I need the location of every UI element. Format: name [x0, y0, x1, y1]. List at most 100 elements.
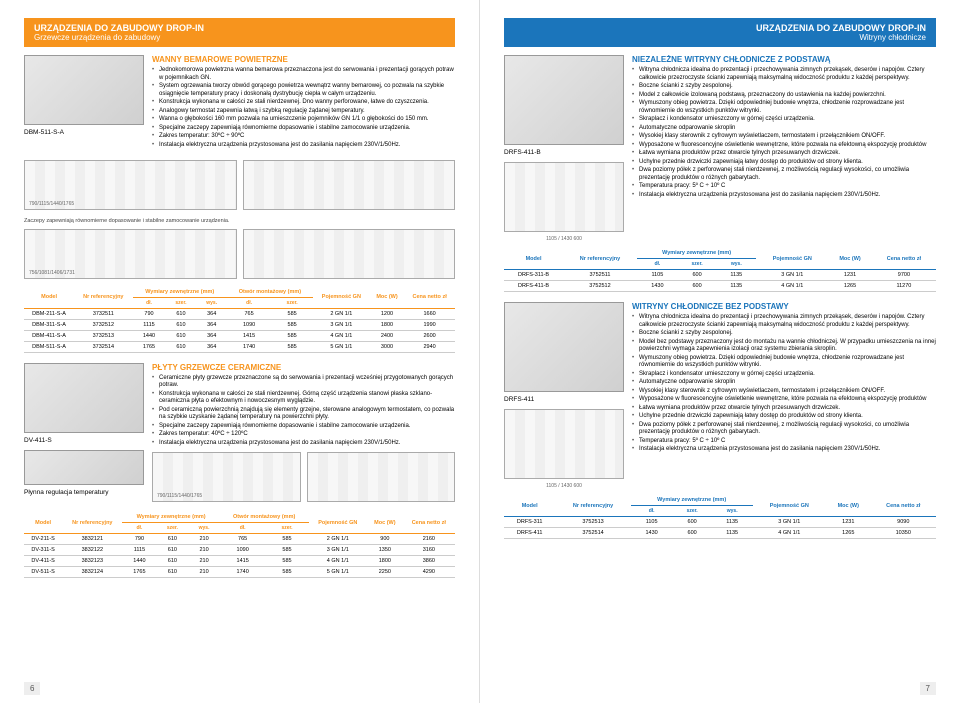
page-number: 6	[24, 682, 40, 695]
bullet-item: Instalacja elektryczna urządzenia przyst…	[632, 446, 936, 454]
diagram-row-2	[24, 225, 455, 283]
diagram-note: Zaczepy zapewniają równomierne dopasowan…	[24, 218, 455, 225]
product-image-dv	[24, 363, 144, 433]
bullet-item: Pod ceramiczną powierzchnią znajdują się…	[152, 407, 455, 422]
product-image-drfs-b	[504, 55, 624, 145]
diagram-top	[24, 160, 237, 210]
bullet-list: Jednokomorowa powietrzna wanna bemarowa …	[152, 67, 455, 149]
bullet-item: Wysokiej klasy sterownik z cyfrowym wyśw…	[632, 133, 936, 141]
bullet-item: Model bez podstawy przeznaczony jest do …	[632, 339, 936, 354]
product-image-dbm	[24, 55, 144, 125]
bullet-item: Skraplacz i kondensator umieszczony w gó…	[632, 116, 936, 124]
bullet-item: Konstrukcja wykonana w całości ze stali …	[152, 391, 455, 406]
product-label: DBM-511-S-A	[24, 129, 144, 136]
diagram-drfs	[504, 409, 624, 479]
table-dbm: ModelNr referencyjnyWymiary zewnętrzne (…	[24, 287, 455, 353]
section-title: WITRYNY CHŁODNICZE BEZ PODSTAWY	[632, 302, 936, 311]
bullet-item: Boczne ścianki z szyby zespolonej.	[632, 330, 936, 338]
table-row: DV-511-S3832124176561021017405855 GN 1/1…	[24, 567, 455, 578]
table-row: DRFS-311-B3752511110560011353 GN 1/11231…	[504, 270, 936, 281]
image-column: DRFS-411-B 1105 / 1430 600	[504, 55, 624, 242]
image-column: DRFS-411 1105 / 1430 600	[504, 302, 624, 489]
bullet-list: Witryna chłodnicza idealna do prezentacj…	[632, 314, 936, 454]
product-image-drfs	[504, 302, 624, 392]
bullet-item: Łatwa wymiana produktów przez otwarcie t…	[632, 150, 936, 158]
table-row: DBM-311-S-A3732512111561036410905853 GN …	[24, 319, 455, 330]
table-row: DBM-211-S-A37325117906103647655852 GN 1/…	[24, 308, 455, 319]
bullet-item: Analogowy termostat zapewnia łatwą i szy…	[152, 108, 455, 116]
table-row: DV-211-S38321217906102107655852 GN 1/190…	[24, 534, 455, 545]
bullet-item: Zakres temperatur: 40ºC ÷ 120ºC	[152, 431, 455, 439]
bullet-item: System ogrzewania tworzy obwód gorącego …	[152, 83, 455, 98]
table-drfs: ModelNr referencyjnyWymiary zewnętrzne (…	[504, 495, 936, 539]
bullet-item: Automatyczne odparowanie skroplin	[632, 125, 936, 133]
bullet-item: Jednokomorowa powietrzna wanna bemarowa …	[152, 67, 455, 82]
page-left: URZĄDZENIA DO ZABUDOWY DROP-IN Grzewcze …	[0, 0, 480, 703]
section-wanny: DBM-511-S-A WANNY BEMAROWE POWIETRZNE Je…	[24, 55, 455, 150]
bullet-item: Temperatura pracy: 5º C ÷ 10º C	[632, 183, 936, 191]
product-label: DRFS-411-B	[504, 149, 624, 156]
diagram-side-2	[243, 229, 456, 279]
section-witryna1: DRFS-411-B 1105 / 1430 600 NIEZALEŻNE WI…	[504, 55, 936, 242]
bullet-item: Wysokiej klasy sterownik z cyfrowym wyśw…	[632, 388, 936, 396]
bullet-list: Witryna chłodnicza idealna do prezentacj…	[632, 67, 936, 199]
section-title: WANNY BEMAROWE POWIETRZNE	[152, 55, 455, 64]
product-image-detail	[24, 450, 144, 485]
table-drfs-b: ModelNr referencyjnyWymiary zewnętrzne (…	[504, 248, 936, 292]
header-sub: Witryny chłodnicze	[514, 33, 926, 42]
bullet-item: Instalacja elektryczna urządzenia przyst…	[152, 142, 455, 150]
diagram-row	[24, 156, 455, 214]
bullet-item: Model z całkowicie izolowaną podstawą, p…	[632, 92, 936, 100]
bullet-item: Instalacja elektryczna urządzenia przyst…	[152, 440, 455, 448]
bullet-item: Łatwa wymiana produktów przez otwarcie t…	[632, 405, 936, 413]
diagram-dims: 1105 / 1430 600	[504, 483, 624, 489]
table-row: DBM-511-S-A3732514176561036417405855 GN …	[24, 341, 455, 352]
bullet-item: Wanna o głębokości 160 mm pozwala na umi…	[152, 116, 455, 124]
bullet-item: Witryna chłodnicza idealna do prezentacj…	[632, 314, 936, 329]
bullet-item: Specjalne zaczepy zapewniają równomierne…	[152, 423, 455, 431]
text-column: WANNY BEMAROWE POWIETRZNE Jednokomorowa …	[152, 55, 455, 150]
table-row: DRFS-4113752514143060011354 GN 1/1126510…	[504, 528, 936, 539]
table-row: DV-311-S3832122111561021010905853 GN 1/1…	[24, 545, 455, 556]
bullet-list: Ceramiczne płyty grzewcze przeznaczone s…	[152, 375, 455, 448]
section-title: PŁYTY GRZEWCZE CERAMICZNE	[152, 363, 455, 372]
section-witryna2: DRFS-411 1105 / 1430 600 WITRYNY CHŁODNI…	[504, 302, 936, 489]
header-title: URZĄDZENIA DO ZABUDOWY DROP-IN	[514, 23, 926, 33]
product-label: DRFS-411	[504, 396, 624, 403]
bullet-item: Wymuszony obieg powietrza. Dzięki odpowi…	[632, 100, 936, 115]
page-number: 7	[920, 682, 936, 695]
text-column: PŁYTY GRZEWCZE CERAMICZNE Ceramiczne pły…	[152, 363, 455, 507]
bullet-item: Ceramiczne płyty grzewcze przeznaczone s…	[152, 375, 455, 390]
bullet-item: Boczne ścianki z szyby zespolonej.	[632, 83, 936, 91]
bullet-item: Wyposażone w fluorescencyjne oświetlenie…	[632, 396, 936, 404]
bullet-item: Witryna chłodnicza idealna do prezentacj…	[632, 67, 936, 82]
header-sub: Grzewcze urządzenia do zabudowy	[34, 33, 445, 42]
text-column: NIEZALEŻNE WITRYNY CHŁODNICZE Z PODSTAWĄ…	[632, 55, 936, 242]
bullet-item: Uchylne przednie drzwiczki zapewniają ła…	[632, 413, 936, 421]
table-dv: ModelNr referencyjnyWymiary zewnętrzne (…	[24, 512, 455, 578]
table-row: DRFS-3113752513110560011353 GN 1/1123190…	[504, 517, 936, 528]
bullet-item: Wymuszony obieg powietrza. Dzięki odpowi…	[632, 355, 936, 370]
image-column: DV-411-S Płynna regulacja temperatury	[24, 363, 144, 507]
bullet-item: Uchylne przednie drzwiczki zapewniają ła…	[632, 159, 936, 167]
diagram-top	[152, 452, 301, 502]
header-left: URZĄDZENIA DO ZABUDOWY DROP-IN Grzewcze …	[24, 18, 455, 47]
diagram-side	[307, 452, 456, 502]
bullet-item: Specjalne zaczepy zapewniają równomierne…	[152, 125, 455, 133]
diagram-bottom	[24, 229, 237, 279]
page-right: URZĄDZENIA DO ZABUDOWY DROP-IN Witryny c…	[480, 0, 960, 703]
table-row: DRFS-411-B3752512143060011354 GN 1/11265…	[504, 281, 936, 292]
diagram-drfs-b	[504, 162, 624, 232]
header-right: URZĄDZENIA DO ZABUDOWY DROP-IN Witryny c…	[504, 18, 936, 47]
header-title: URZĄDZENIA DO ZABUDOWY DROP-IN	[34, 23, 445, 33]
bullet-item: Temperatura pracy: 5º C ÷ 10º C	[632, 438, 936, 446]
image-column: DBM-511-S-A	[24, 55, 144, 150]
table-row: DBM-411-S-A3732513144061036414155854 GN …	[24, 330, 455, 341]
diagram-dims: 1105 / 1430 600	[504, 236, 624, 242]
table-row: DV-411-S3832123144061021014155854 GN 1/1…	[24, 556, 455, 567]
bullet-item: Zakres temperatur: 30ºC ÷ 90ºC	[152, 133, 455, 141]
diagram-row	[152, 448, 455, 506]
bullet-item: Dwa poziomy półek z perforowanej stali n…	[632, 167, 936, 182]
section-title: NIEZALEŻNE WITRYNY CHŁODNICZE Z PODSTAWĄ	[632, 55, 936, 64]
bullet-item: Instalacja elektryczna urządzenia przyst…	[632, 192, 936, 200]
